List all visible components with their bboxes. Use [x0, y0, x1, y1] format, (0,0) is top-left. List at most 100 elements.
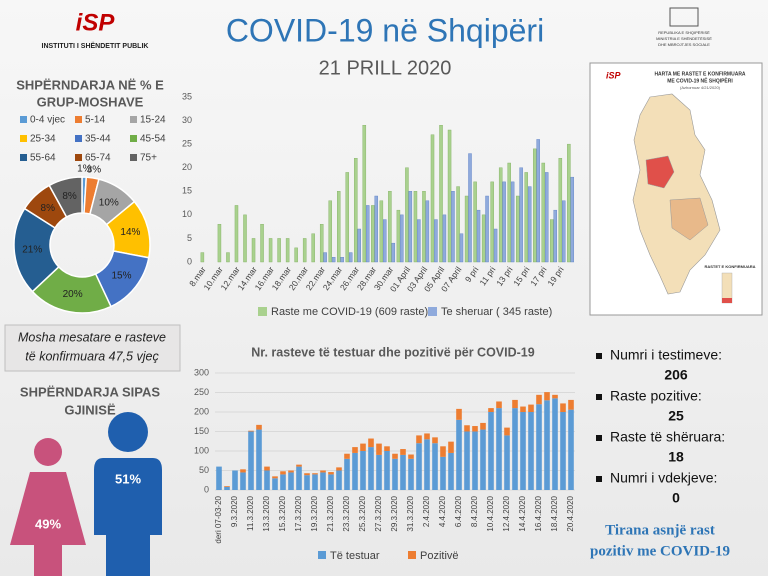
map-title: ME COVID-19 NË SHQIPËRI	[667, 77, 733, 84]
bullet	[596, 394, 602, 400]
bar-segment	[304, 475, 310, 490]
bar-segment	[472, 431, 478, 490]
bar	[451, 191, 455, 263]
bar-segment	[496, 408, 502, 490]
bar	[234, 205, 239, 263]
x-tick-label: 4.4.2020	[438, 495, 447, 527]
bar-segment	[448, 441, 454, 453]
bar	[510, 181, 515, 263]
y-tick-label: 35	[182, 91, 192, 101]
legend-swatch	[75, 135, 82, 142]
bar-segment	[288, 470, 294, 473]
legend-label: 15-24	[140, 115, 166, 126]
y-tick-label: 200	[194, 406, 209, 416]
bar	[400, 214, 404, 263]
x-tick-label: deri 07-03-20	[214, 495, 223, 543]
x-tick-label: 12.4.2020	[502, 495, 511, 531]
x-tick-label: 9.3.2020	[230, 495, 239, 527]
bar-segment	[464, 431, 470, 490]
bar	[302, 238, 307, 263]
bar-segment	[544, 392, 550, 401]
donut-slice	[48, 176, 83, 218]
bullet	[596, 476, 602, 482]
bar	[464, 195, 469, 263]
bar	[319, 224, 324, 263]
mean-age: Mosha mesatare e rasteve	[18, 330, 166, 344]
legend-label: 5-14	[85, 115, 105, 126]
bar	[243, 214, 247, 263]
bar	[498, 167, 503, 263]
bar-segment	[440, 446, 446, 457]
bar-segment	[448, 452, 454, 490]
y-tick-label: 30	[182, 115, 192, 125]
bar-segment	[328, 472, 334, 475]
mean-age-box	[4, 324, 181, 372]
bar-segment	[368, 438, 374, 448]
bar-segment	[216, 466, 222, 490]
bar-segment	[400, 449, 406, 455]
x-tick-label: 29.3.2020	[390, 495, 399, 531]
female-head	[34, 438, 62, 466]
x-tick-label: 16.4.2020	[534, 495, 543, 531]
bar-segment	[552, 398, 558, 490]
institute: INSTITUTI I SHËNDETIT PUBLIK	[42, 42, 149, 50]
data-label: 51%	[115, 471, 141, 486]
bar-segment	[384, 451, 390, 490]
bar-segment	[360, 451, 366, 490]
y-tick-label: 250	[194, 387, 209, 397]
legend-swatch	[20, 135, 27, 142]
x-tick-label: 18.4.2020	[550, 495, 559, 531]
bar-segment	[528, 404, 534, 412]
bar	[323, 252, 327, 263]
bar-segment	[336, 470, 342, 490]
bar	[362, 125, 367, 263]
legend-swatch	[20, 116, 27, 123]
bar	[348, 252, 353, 263]
bar-segment	[392, 453, 398, 459]
data-label: 1%	[77, 164, 92, 175]
bar-segment	[504, 427, 510, 436]
bar	[456, 186, 460, 263]
legend-label: 45-54	[140, 134, 166, 145]
bar	[413, 191, 418, 263]
x-tick-label: 21.3.2020	[326, 495, 335, 531]
bar-segment	[296, 466, 302, 490]
x-tick-label: 15.3.2020	[278, 495, 287, 531]
bar-segment	[568, 399, 574, 410]
legend-label: Raste me COVID-19 (609 raste)	[271, 306, 428, 318]
bar-segment	[312, 473, 318, 475]
footer: Tirana asnjë rast	[605, 522, 715, 538]
bar	[365, 205, 370, 263]
legend-label: 65-74	[85, 153, 111, 164]
x-tick-label: 2.4.2020	[422, 495, 431, 527]
bar-segment	[224, 486, 230, 487]
bar-segment	[296, 464, 302, 467]
bar-segment	[344, 453, 350, 459]
bar-segment	[424, 433, 430, 440]
bar-segment	[256, 424, 262, 430]
bar	[544, 172, 549, 263]
bar	[268, 238, 273, 263]
bar-segment	[568, 409, 574, 490]
bar	[442, 214, 447, 263]
bar-segment	[560, 403, 566, 412]
bar-segment	[352, 452, 358, 490]
bar	[408, 191, 413, 263]
data-label: 49%	[35, 516, 61, 531]
bar	[553, 209, 557, 263]
bar-segment	[520, 406, 526, 412]
map-region	[645, 155, 675, 189]
bar-segment	[480, 429, 486, 490]
bar-segment	[248, 431, 254, 490]
bar	[558, 158, 563, 263]
bar-segment	[408, 454, 414, 459]
bar	[422, 191, 426, 263]
map-legend-title: RASTET E KONFIRMUARA	[704, 264, 755, 269]
legend-swatch	[258, 307, 267, 316]
bar	[391, 242, 396, 263]
bar-segment	[336, 467, 342, 471]
bar	[226, 252, 230, 263]
bar-segment	[352, 447, 358, 453]
data-label: 3%	[87, 165, 102, 176]
legend-swatch	[75, 154, 82, 161]
